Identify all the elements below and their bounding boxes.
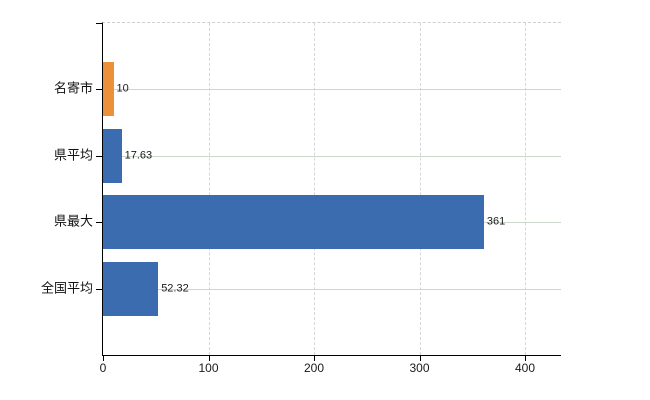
bar-value-label: 17.63 [124, 149, 153, 162]
category-axis-labels: 名寄市県平均県最大全国平均 [0, 22, 93, 354]
bar [103, 62, 114, 117]
x-axis-tick-label: 200 [303, 361, 325, 375]
x-axis-tick-label: 0 [99, 361, 107, 375]
x-axis-tick-label: 100 [198, 361, 219, 375]
x-axis-tick [103, 355, 104, 361]
bar [103, 195, 484, 250]
x-axis-tick [419, 355, 421, 361]
category-label: 名寄市 [53, 80, 93, 96]
bar [103, 261, 159, 316]
bar-value-label: 10 [116, 82, 129, 95]
horizontal-gridline [103, 155, 561, 157]
plot-area: 0 100 200 300 400 10 17.63 361 52.32 [96, 22, 561, 375]
category-label: 県最大 [53, 213, 93, 229]
y-axis-tick [96, 23, 103, 24]
category-label: 県平均 [53, 147, 93, 163]
bar-value-label: 361 [486, 215, 506, 228]
vertical-gridline [419, 23, 421, 355]
vertical-gridline [314, 23, 315, 355]
horizontal-gridline [103, 288, 561, 290]
x-axis-tick-label: 300 [409, 361, 430, 375]
x-axis-tick-label: 400 [514, 361, 536, 375]
x-axis-tick [208, 355, 210, 361]
y-axis-tick [96, 288, 103, 290]
y-axis-tick [96, 89, 103, 91]
vertical-gridline [525, 23, 526, 355]
y-axis-tick [96, 155, 103, 157]
horizontal-gridline [103, 89, 561, 91]
vertical-gridline [208, 23, 210, 355]
bar [103, 128, 122, 183]
x-axis-tick [525, 355, 526, 361]
x-axis-tick [314, 355, 315, 361]
y-axis-tick [96, 222, 103, 224]
bar-value-label: 52.32 [161, 282, 189, 295]
category-label: 全国平均 [40, 280, 93, 296]
